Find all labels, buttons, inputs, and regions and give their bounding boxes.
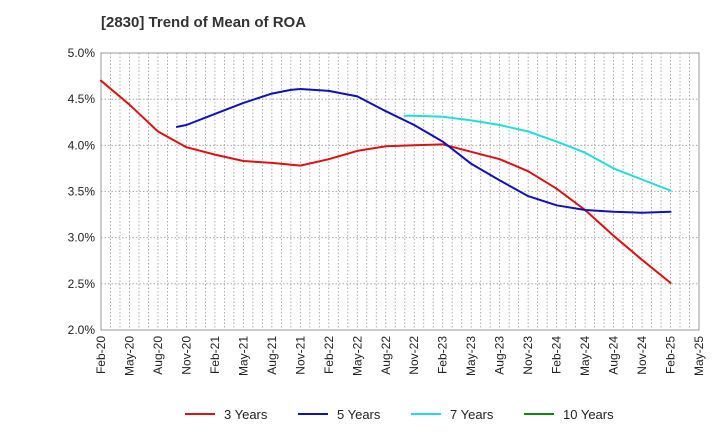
- x-tick-label: May-21: [236, 336, 250, 376]
- x-tick-label: Aug-20: [151, 336, 165, 375]
- x-tick-label: May-23: [464, 336, 478, 376]
- y-tick-label: 2.5%: [68, 277, 96, 291]
- x-tick-label: Nov-23: [521, 336, 535, 375]
- x-tick-label: Nov-22: [407, 336, 421, 375]
- x-tick-label: Aug-21: [265, 336, 279, 375]
- x-tick-label: Feb-22: [322, 336, 336, 374]
- x-tick-label: Aug-24: [607, 336, 621, 375]
- x-tick-label: Aug-22: [379, 336, 393, 375]
- x-tick-label: Aug-23: [493, 336, 507, 375]
- y-tick-label: 5.0%: [68, 46, 96, 60]
- x-tick-label: Nov-21: [293, 336, 307, 375]
- y-tick-label: 3.5%: [68, 185, 96, 199]
- x-tick-label: Feb-25: [664, 336, 678, 374]
- y-tick-label: 4.0%: [68, 138, 96, 152]
- x-tick-label: May-22: [350, 336, 364, 376]
- series-line: [403, 114, 672, 192]
- y-tick-label: 2.0%: [68, 323, 96, 337]
- x-tick-label: Nov-24: [635, 336, 649, 375]
- x-tick-label: Feb-20: [94, 336, 108, 374]
- series-line: [100, 79, 672, 284]
- x-tick-label: Feb-21: [208, 336, 222, 374]
- x-tick-label: Feb-23: [436, 336, 450, 374]
- y-tick-label: 4.5%: [68, 92, 96, 106]
- legend-label: 5 Years: [337, 407, 381, 422]
- y-tick-label: 3.0%: [68, 231, 96, 245]
- x-tick-label: May-20: [122, 336, 136, 376]
- legend-label: 7 Years: [450, 407, 494, 422]
- x-tick-label: Nov-20: [179, 336, 193, 375]
- legend-label: 3 Years: [224, 407, 268, 422]
- x-tick-label: May-25: [692, 336, 706, 376]
- series-line: [175, 88, 672, 214]
- x-tick-label: Feb-24: [550, 336, 564, 374]
- chart-title: [2830] Trend of Mean of ROA: [101, 14, 307, 31]
- legend-label: 10 Years: [563, 407, 614, 422]
- x-tick-label: May-24: [578, 336, 592, 376]
